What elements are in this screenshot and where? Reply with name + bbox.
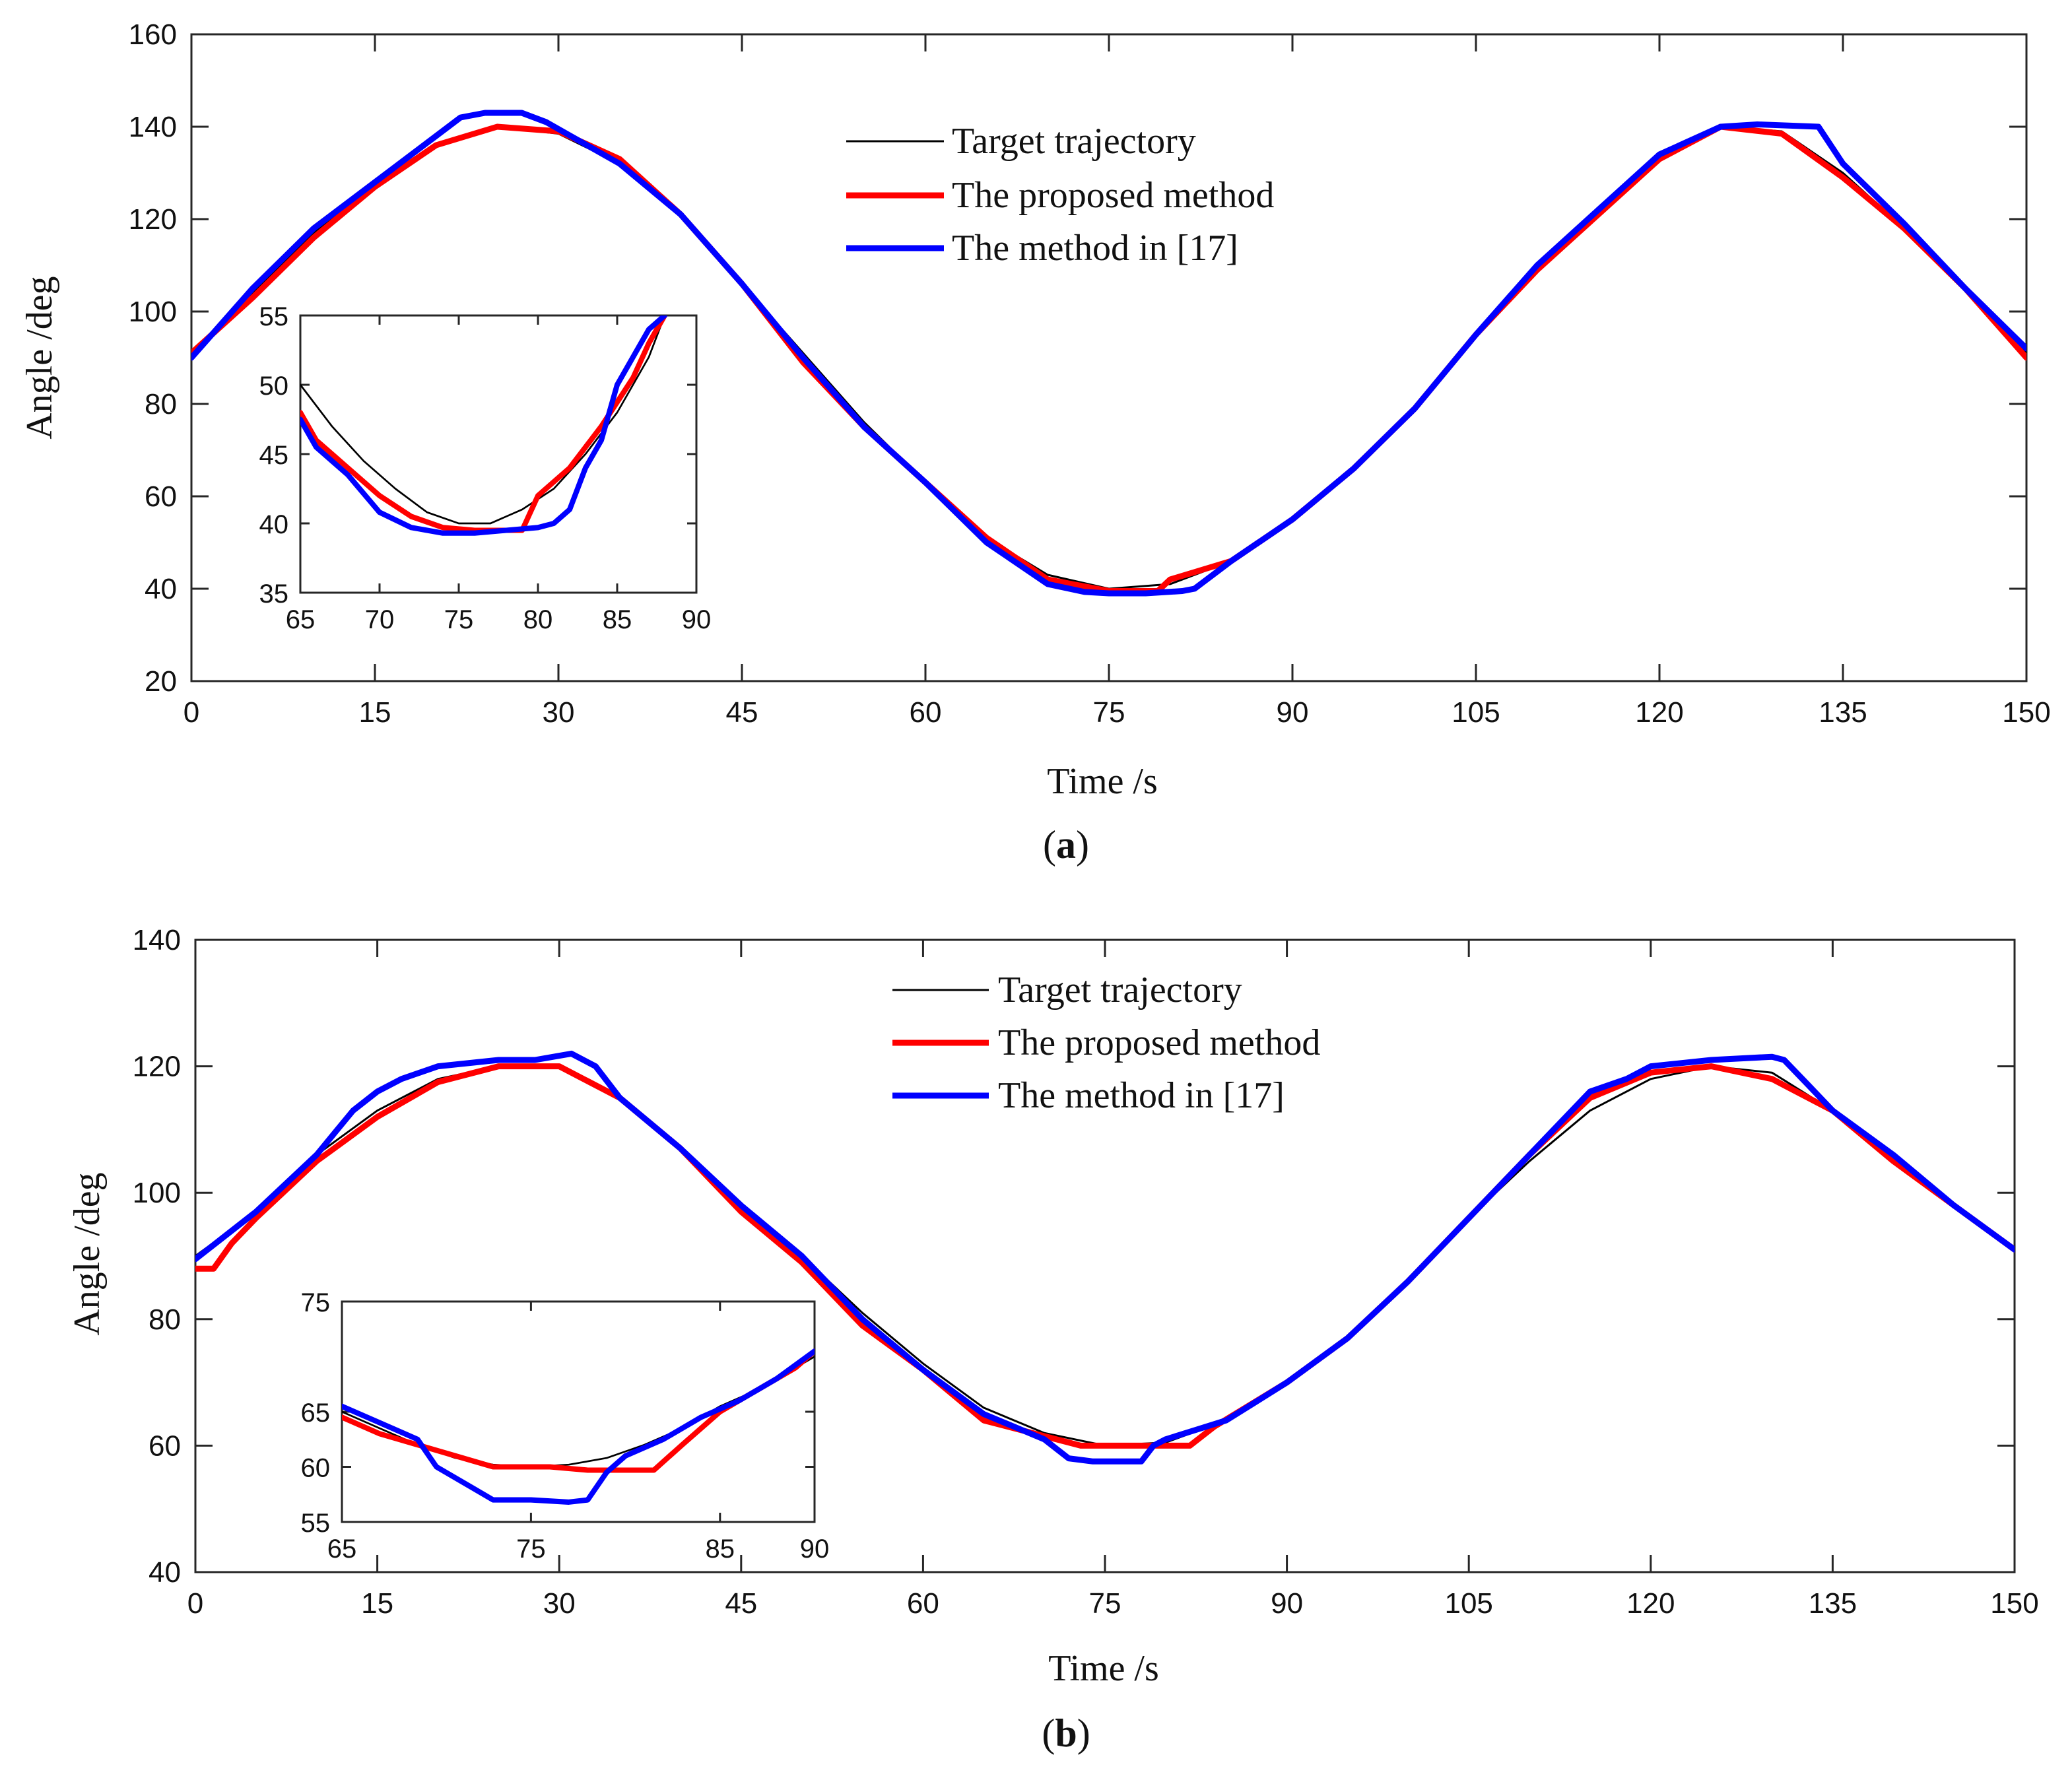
a-y-tick-label: 140 — [129, 111, 177, 143]
b-x-tick-label: 120 — [1626, 1587, 1675, 1620]
b-x-tick-label: 15 — [361, 1587, 393, 1620]
panel-b-inset-x-ticks: 65 75 85 90 — [327, 1302, 830, 1564]
a-y-tick-label: 80 — [145, 388, 177, 420]
panel-a-inset: 65 70 75 80 85 90 35 40 45 50 55 — [259, 302, 712, 634]
series-line-method17 — [195, 1050, 2015, 1465]
b-y-tick-label: 140 — [133, 924, 181, 956]
b-x-tick-label: 60 — [907, 1587, 939, 1620]
panel-b-legend: Target trajectory The proposed method Th… — [892, 970, 1320, 1116]
series-line-proposed — [195, 1063, 2015, 1449]
panel-a-x-axis-label: Time /s — [1047, 761, 1158, 802]
b-y-tick-label: 120 — [133, 1051, 181, 1083]
panel-b-inset-y-ticks: 55 60 65 75 — [301, 1288, 815, 1538]
series-line-method17 — [342, 1348, 815, 1505]
a-inset-y-tick-label: 35 — [259, 579, 289, 609]
b-inset-y-tick-label: 60 — [301, 1454, 331, 1483]
a-inset-y-tick-label: 55 — [259, 302, 289, 331]
a-y-tick-label: 20 — [145, 665, 177, 698]
a-x-tick-label: 90 — [1277, 696, 1309, 729]
panel-a-inset-box — [299, 314, 698, 594]
panel-b-x-axis-label: Time /s — [1048, 1648, 1159, 1689]
panel-a-caption-letter: a — [1056, 823, 1076, 867]
series-line-target — [300, 315, 666, 525]
a-x-tick-label: 45 — [726, 696, 758, 729]
b-x-tick-label: 105 — [1444, 1587, 1492, 1620]
series-line-method17 — [300, 315, 668, 536]
a-y-tick-label: 40 — [145, 573, 177, 605]
panel-a: 0 15 30 45 60 75 90 105 120 135 150 20 40 60 80 100 120… — [19, 18, 2051, 867]
panel-a-inset-x-ticks: 65 70 75 80 85 90 — [286, 315, 712, 634]
panel-b-inset-lines — [342, 1348, 815, 1505]
b-inset-x-tick-label: 75 — [516, 1534, 546, 1564]
b-inset-x-tick-label: 85 — [706, 1534, 735, 1564]
a-x-tick-label: 105 — [1452, 696, 1500, 729]
a-x-tick-label: 120 — [1635, 696, 1683, 729]
panel-a-legend: Target trajectory The proposed method Th… — [846, 121, 1274, 269]
a-y-tick-label: 60 — [145, 480, 177, 513]
panel-b-caption: (b) — [1042, 1711, 1090, 1755]
b-inset-y-tick-label: 75 — [301, 1288, 331, 1317]
a-x-tick-label: 30 — [543, 696, 575, 729]
b-x-tick-label: 30 — [543, 1587, 576, 1620]
legend-label-method17: The method in [17] — [952, 228, 1238, 269]
a-y-tick-label: 160 — [129, 18, 177, 51]
b-x-tick-label: 0 — [187, 1587, 203, 1620]
a-inset-x-tick-label: 85 — [603, 605, 632, 634]
legend-label-proposed: The proposed method — [952, 175, 1274, 216]
b-inset-y-tick-label: 55 — [301, 1509, 331, 1538]
b-y-tick-label: 40 — [149, 1556, 181, 1589]
a-inset-x-tick-label: 65 — [286, 605, 316, 634]
panel-b-y-ticks: 40 60 80 100 120 140 — [133, 924, 2015, 1589]
b-y-tick-label: 80 — [149, 1304, 181, 1336]
a-x-tick-label: 0 — [184, 696, 199, 729]
b-x-tick-label: 135 — [1809, 1587, 1857, 1620]
a-x-tick-label: 135 — [1819, 696, 1867, 729]
b-inset-y-tick-label: 65 — [301, 1399, 331, 1428]
legend-label-target: Target trajectory — [952, 121, 1196, 162]
b-y-tick-label: 60 — [149, 1430, 181, 1462]
a-inset-x-tick-label: 70 — [365, 605, 395, 634]
a-inset-y-tick-label: 45 — [259, 441, 289, 470]
b-x-tick-label: 75 — [1089, 1587, 1121, 1620]
a-x-tick-label: 60 — [910, 696, 942, 729]
a-x-tick-label: 150 — [2002, 696, 2050, 729]
panel-b-y-axis-label: Angle /deg — [67, 1172, 108, 1335]
a-inset-x-tick-label: 90 — [682, 605, 712, 634]
series-line-method17 — [191, 110, 2026, 597]
legend-label-method17: The method in [17] — [998, 1075, 1285, 1116]
a-inset-x-tick-label: 80 — [523, 605, 553, 634]
a-inset-x-tick-label: 75 — [444, 605, 474, 634]
panel-a-y-axis-label: Angle /deg — [19, 276, 60, 439]
panel-a-inset-y-ticks: 35 40 45 50 55 — [259, 302, 696, 609]
a-x-tick-label: 15 — [359, 696, 391, 729]
panel-a-caption: (a) — [1043, 823, 1089, 867]
panel-b-caption-letter: b — [1055, 1711, 1077, 1755]
b-x-tick-label: 90 — [1271, 1587, 1303, 1620]
panel-a-y-ticks: 20 40 60 80 100 120 140 160 — [129, 18, 2026, 698]
b-x-tick-label: 45 — [725, 1587, 757, 1620]
b-inset-x-tick-label: 65 — [327, 1534, 357, 1564]
b-inset-x-tick-label: 90 — [800, 1534, 830, 1564]
panel-b-x-ticks: 0 15 30 45 60 75 90 105 120 135 150 — [187, 940, 2039, 1620]
a-inset-y-tick-label: 40 — [259, 510, 289, 539]
panel-b-plot-lines — [195, 1050, 2015, 1465]
panel-a-inset-lines — [300, 315, 668, 536]
b-x-tick-label: 150 — [1990, 1587, 2038, 1620]
a-y-tick-label: 120 — [129, 203, 177, 236]
b-y-tick-label: 100 — [133, 1177, 181, 1209]
legend-label-target: Target trajectory — [998, 970, 1242, 1010]
a-y-tick-label: 100 — [129, 296, 177, 328]
panel-a-plot-lines — [191, 110, 2026, 597]
legend-label-proposed: The proposed method — [998, 1022, 1320, 1063]
panel-a-x-ticks: 0 15 30 45 60 75 90 105 120 135 150 — [184, 34, 2051, 729]
a-x-tick-label: 75 — [1093, 696, 1125, 729]
panel-b-inset: 65 75 85 90 55 60 65 75 — [301, 1288, 830, 1564]
a-inset-y-tick-label: 50 — [259, 372, 289, 401]
panel-b-inset-box — [341, 1300, 816, 1523]
panel-b: 0 15 30 45 60 75 90 105 120 135 150 40 60 80 100 120 14… — [67, 924, 2039, 1755]
